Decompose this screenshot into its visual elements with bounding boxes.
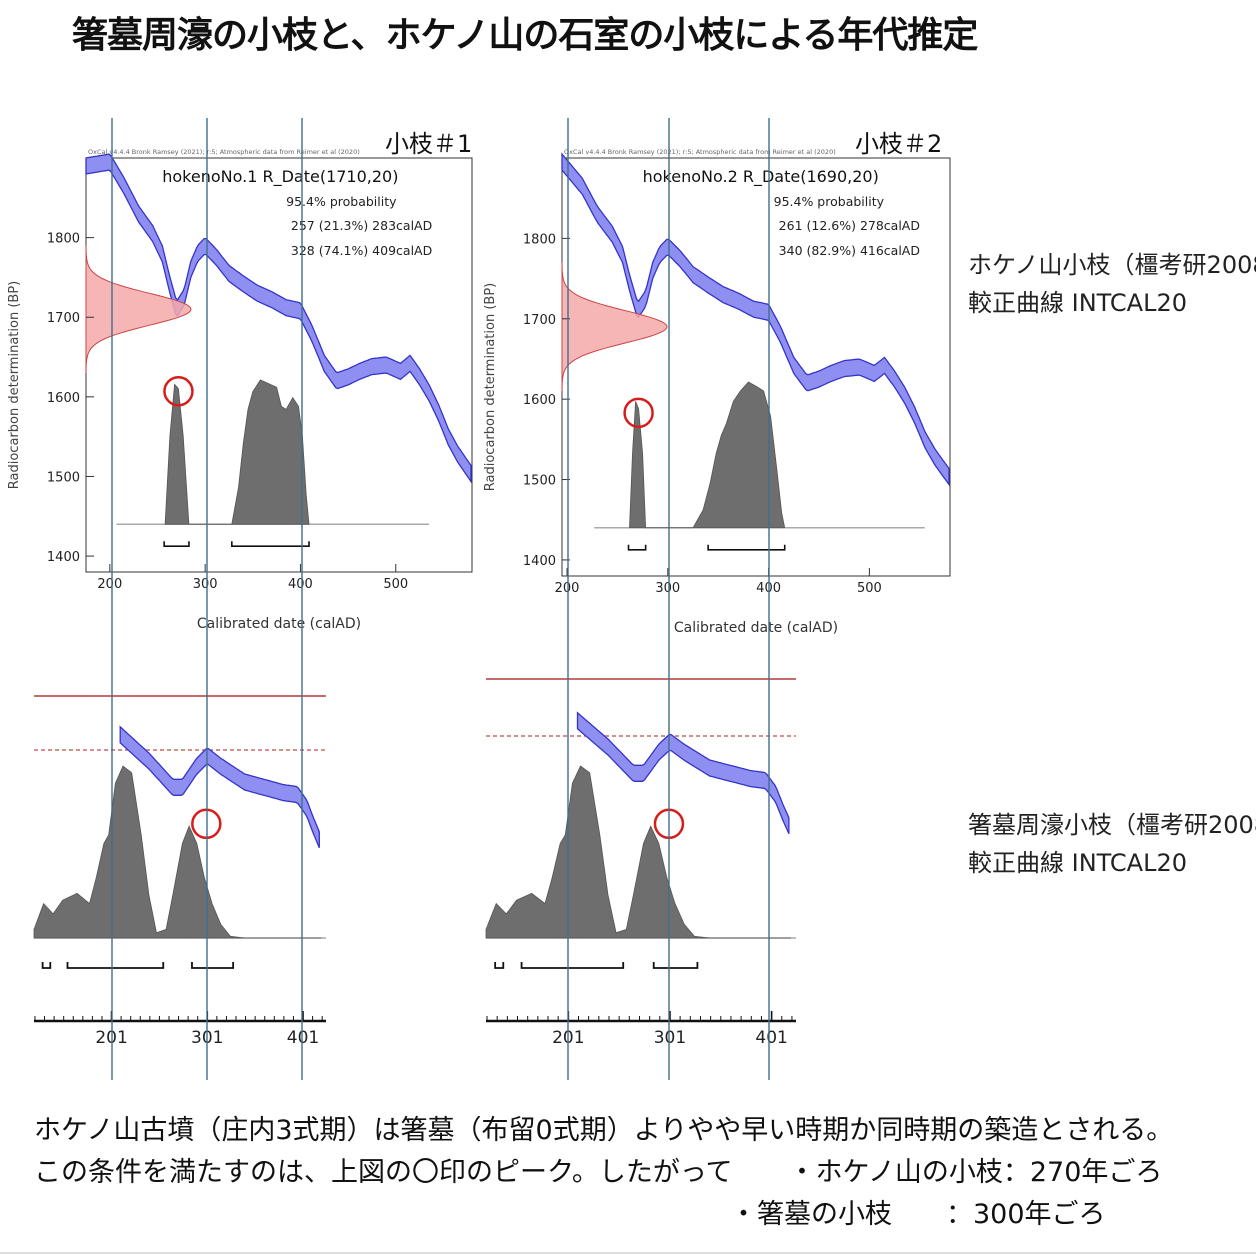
probability-distribution [33, 765, 322, 939]
x-tick-label: 400 [288, 577, 313, 592]
x-tick-label: 200 [555, 581, 580, 596]
y-tick-label: 1400 [523, 554, 556, 569]
x-tick-label: 401 [755, 1028, 787, 1048]
hpd-range-text-2: 328 (74.1%) 409calAD [291, 243, 432, 258]
hpd-range-bracket-1 [494, 962, 505, 969]
hpd-range-bracket-1 [627, 544, 647, 551]
side-note-hashihaka-line1: 箸墓周濠小枝（橿考研2008) [968, 811, 1256, 839]
y-tick-label: 1500 [47, 470, 80, 485]
calibration-curve [561, 152, 950, 487]
peak-highlight-circle [623, 397, 654, 429]
x-tick-label: 401 [287, 1028, 319, 1048]
x-axis-label: Calibrated date (calAD) [674, 620, 838, 636]
side-note-hokeno: ホケノ山小枝（橿考研2008) 較正曲線 INTCAL20 [968, 246, 1256, 322]
x-tick-label: 301 [654, 1028, 686, 1048]
hpd-range-text-1: 257 (21.3%) 283calAD [291, 218, 432, 233]
y-tick-label: 1800 [47, 232, 80, 247]
hpd-range-bracket-2 [231, 541, 310, 548]
x-tick-label: 300 [193, 577, 218, 592]
y-tick-label: 1800 [523, 232, 556, 247]
hpd-range-bracket-3 [652, 962, 699, 969]
probability-distribution [164, 379, 310, 525]
oxcal-header: OxCal v4.4.4 Bronk Ramsey (2021); r:5; A… [88, 148, 360, 156]
chart-title: hokenoNo.1 R_Date(1710,20) [162, 167, 398, 187]
calibration-curve [85, 153, 472, 484]
conclusion-line-2b: ・ホケノ山の小枝：270年ごろ [788, 1157, 1163, 1188]
y-tick-label: 1700 [47, 311, 80, 326]
x-tick-label: 500 [383, 577, 408, 592]
conclusion-line-2a: この条件を満たすのは、上図の〇印のピーク。したがって [34, 1157, 733, 1188]
x-tick-label: 200 [97, 577, 122, 592]
y-tick-label: 1400 [47, 550, 80, 565]
probability-label: 95.4% probability [286, 194, 397, 209]
rdate-distribution [561, 262, 668, 392]
conclusion-line-3: ・箸墓の小枝 ：300年ごろ [730, 1199, 1106, 1230]
conclusion-line-1: ホケノ山古墳（庄内3式期）は箸墓（布留0式期）よりやや早い時期か同時期の築造とさ… [34, 1115, 1174, 1146]
peak-highlight-circle [163, 376, 194, 407]
conclusion-line-2: この条件を満たすのは、上図の〇印のピーク。したがって ・ホケノ山の小枝：270年ご… [34, 1152, 1173, 1194]
y-tick-label: 1500 [523, 474, 556, 489]
hpd-range-bracket-2 [707, 544, 786, 551]
hpd-range-text-2: 340 (82.9%) 416calAD [779, 243, 920, 258]
probability-distribution [629, 381, 786, 529]
side-note-hashihaka: 箸墓周濠小枝（橿考研2008) 較正曲線 INTCAL20 [968, 806, 1256, 882]
vertical-guide-lines [111, 118, 770, 1080]
y-tick-label: 1700 [523, 313, 556, 328]
probability-distribution [485, 765, 791, 939]
side-note-hokeno-line1: ホケノ山小枝（橿考研2008) [968, 251, 1256, 279]
sample-label: 小枝＃2 [855, 130, 942, 158]
hpd-range-bracket-2 [520, 962, 625, 969]
y-axis-label: Radiocarbon determination (BP) [483, 283, 498, 491]
calibration-curve [576, 711, 790, 835]
chart-hashihaka-2: 201 301 401 [485, 678, 796, 1048]
hpd-range-bracket-2 [66, 962, 165, 969]
bottom-divider [0, 1252, 1256, 1254]
y-tick-label: 1600 [47, 391, 80, 406]
side-note-hokeno-line2: 較正曲線 INTCAL20 [968, 289, 1187, 317]
hpd-range-bracket-3 [191, 962, 235, 969]
y-axis-label: Radiocarbon determination (BP) [7, 281, 22, 489]
page-title: 箸墓周濠の小枝と、ホケノ山の石室の小枝による年代推定 [72, 15, 978, 56]
x-tick-label: 500 [857, 581, 882, 596]
oxcal-header: OxCal v4.4.4 Bronk Ramsey (2021); r:5; A… [564, 148, 836, 156]
side-note-hashihaka-line2: 較正曲線 INTCAL20 [968, 849, 1187, 877]
conclusion-text: ホケノ山古墳（庄内3式期）は箸墓（布留0式期）よりやや早い時期か同時期の築造とさ… [34, 1110, 1173, 1236]
probability-label: 95.4% probability [774, 194, 885, 209]
rdate-distribution [85, 245, 192, 374]
x-tick-label: 300 [655, 581, 680, 596]
chart-hashihaka-1: 201 301 401 [33, 695, 326, 1048]
hpd-range-bracket-1 [163, 541, 190, 548]
chart-hokeno-1: OxCal v4.4.4 Bronk Ramsey (2021); r:5; A… [7, 130, 473, 632]
sample-label: 小枝＃1 [385, 130, 472, 158]
hpd-range-bracket-1 [41, 962, 52, 969]
y-tick-label: 1600 [523, 393, 556, 408]
hpd-range-text-1: 261 (12.6%) 278calAD [779, 218, 920, 233]
calibration-curve [119, 725, 320, 849]
chart-hokeno-2: OxCal v4.4.4 Bronk Ramsey (2021); r:5; A… [483, 130, 951, 636]
chart-title: hokenoNo.2 R_Date(1690,20) [643, 167, 879, 187]
x-axis-label: Calibrated date (calAD) [197, 616, 361, 632]
